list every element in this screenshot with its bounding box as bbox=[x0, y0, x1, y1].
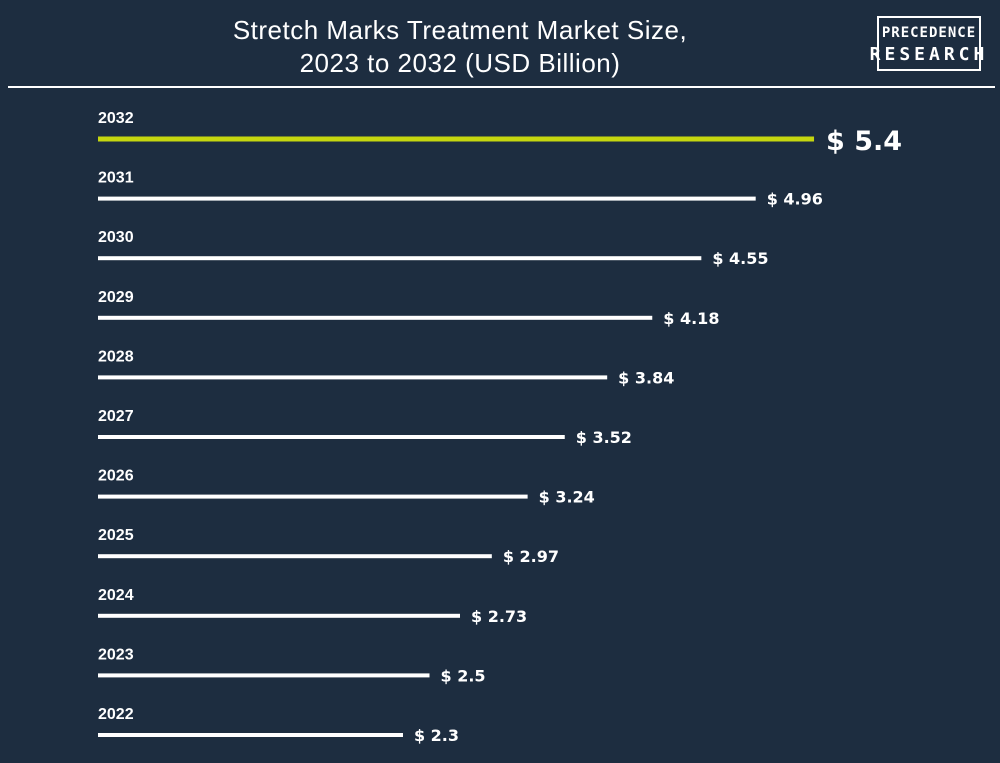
chart-title-line2: 2023 to 2032 (USD Billion) bbox=[299, 48, 621, 78]
value-label-2022: $ 2.3 bbox=[414, 726, 459, 745]
category-label-2025: 2025 bbox=[98, 527, 134, 544]
value-label-2025: $ 2.97 bbox=[503, 547, 559, 566]
precedence-research-logo: PRECEDENCE RESEARCH bbox=[870, 16, 984, 71]
value-label-2030: $ 4.55 bbox=[712, 249, 768, 268]
bar-2027 bbox=[98, 435, 565, 439]
category-label-2030: 2030 bbox=[98, 229, 134, 246]
chart-title: Stretch Marks Treatment Market Size, 202… bbox=[60, 14, 860, 80]
value-label-2023: $ 2.5 bbox=[441, 666, 486, 685]
category-label-2024: 2024 bbox=[98, 587, 134, 604]
value-label-2032: $ 5.4 bbox=[826, 126, 902, 157]
bar-2026 bbox=[98, 494, 528, 499]
value-label-2027: $ 3.52 bbox=[576, 428, 632, 447]
chart-title-line1: Stretch Marks Treatment Market Size, bbox=[232, 15, 688, 45]
category-label-2031: 2031 bbox=[98, 170, 134, 187]
bar-2022 bbox=[98, 733, 403, 737]
bar-2023 bbox=[98, 673, 430, 678]
category-label-2022: 2022 bbox=[98, 706, 134, 723]
category-label-2028: 2028 bbox=[98, 348, 134, 365]
bar-2029 bbox=[98, 315, 653, 320]
value-label-2031: $ 4.96 bbox=[767, 190, 823, 209]
category-label-2026: 2026 bbox=[98, 468, 134, 485]
value-label-2029: $ 4.18 bbox=[663, 309, 719, 328]
category-label-2027: 2027 bbox=[98, 408, 134, 425]
logo-line1: PRECEDENCE bbox=[881, 24, 977, 41]
bar-2025 bbox=[98, 554, 492, 559]
value-label-2026: $ 3.24 bbox=[539, 488, 595, 507]
value-label-2024: $ 2.73 bbox=[471, 607, 527, 626]
bar-2031 bbox=[98, 196, 756, 201]
category-label-2029: 2029 bbox=[98, 289, 134, 306]
logo-line2: RESEARCH bbox=[869, 43, 989, 65]
category-label-2023: 2023 bbox=[98, 646, 134, 663]
bar-2032 bbox=[98, 136, 815, 142]
bar-2030 bbox=[98, 256, 702, 261]
header-divider bbox=[8, 86, 995, 88]
bar-2028 bbox=[98, 375, 608, 380]
bar-2024 bbox=[98, 613, 460, 618]
value-label-2028: $ 3.84 bbox=[618, 368, 674, 387]
category-label-2032: 2032 bbox=[98, 110, 134, 127]
